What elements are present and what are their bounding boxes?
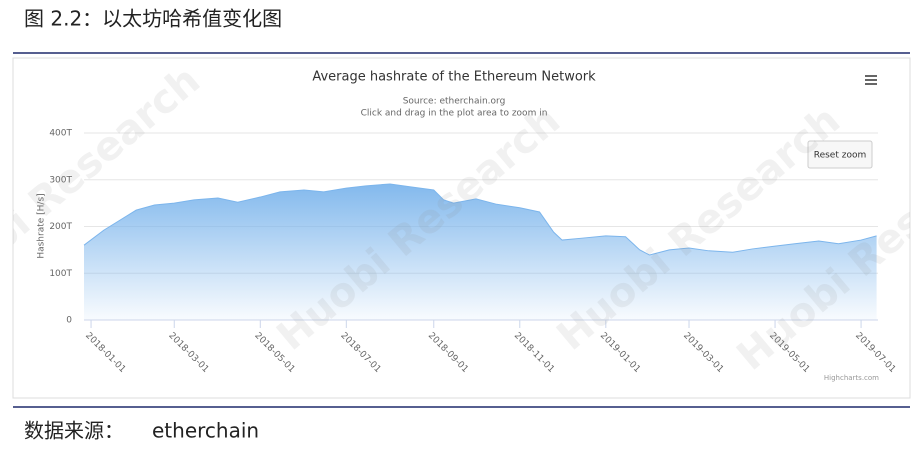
credits: Highcharts.com bbox=[824, 374, 879, 382]
y-tick-label: 0 bbox=[66, 316, 72, 326]
chart-subtitle: Source: etherchain.org bbox=[403, 97, 506, 107]
area bbox=[84, 183, 877, 320]
y-tick-label: 200T bbox=[49, 222, 72, 232]
source-name: etherchain bbox=[152, 419, 259, 443]
button-label: Reset zoom bbox=[814, 151, 867, 161]
button-box bbox=[807, 140, 873, 169]
y-tick-label: 400T bbox=[49, 129, 72, 139]
chart-title: Average hashrate of the Ethereum Network bbox=[312, 70, 596, 85]
reset-zoom-button[interactable]: Reset zoom bbox=[807, 140, 873, 169]
menu-button[interactable] bbox=[862, 72, 880, 88]
zoom-note: Click and drag in the plot area to zoom … bbox=[361, 109, 548, 119]
y-tick-label: 300T bbox=[49, 175, 72, 185]
y-tick-label: 100T bbox=[49, 269, 72, 279]
line bbox=[83, 183, 877, 256]
figure-title: 图 2.2：以太坊哈希值变化图 bbox=[24, 7, 282, 31]
y-axis-label: Hashrate [H/s] bbox=[37, 193, 47, 258]
source-label: 数据来源： bbox=[24, 419, 124, 443]
